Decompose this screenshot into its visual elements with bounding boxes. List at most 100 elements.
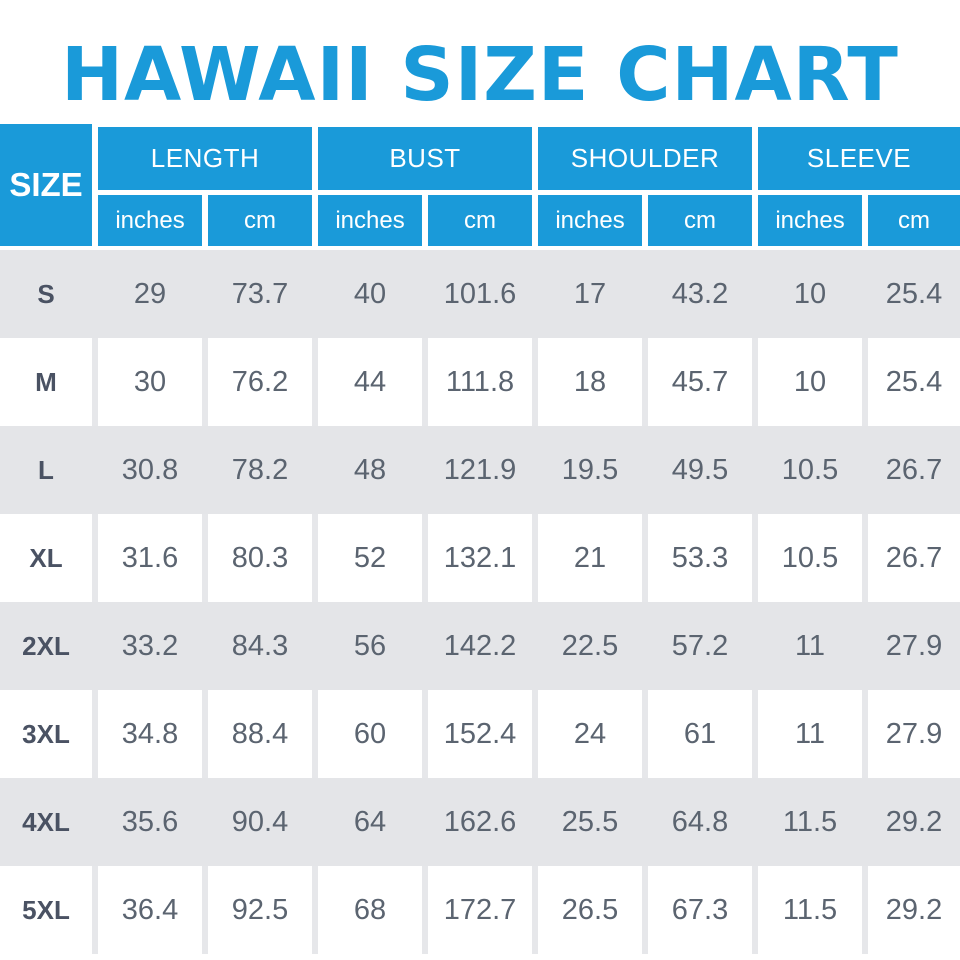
table-cell: 24 xyxy=(573,717,607,750)
column-separator xyxy=(202,690,208,778)
group-header-bust: BUST xyxy=(318,127,532,190)
table-cell: 64 xyxy=(353,805,387,838)
table-row xyxy=(0,866,960,954)
table-cell: 172.7 xyxy=(443,893,517,926)
table-cell: 29 xyxy=(133,277,167,310)
group-header-length: LENGTH xyxy=(98,127,312,190)
table-cell: 25.4 xyxy=(885,277,943,310)
table-row xyxy=(0,602,960,690)
column-separator xyxy=(532,514,538,602)
table-cell: 34.8 xyxy=(121,717,179,750)
column-separator xyxy=(862,866,868,954)
table-cell: 27.9 xyxy=(885,717,943,750)
table-row xyxy=(0,514,960,602)
column-separator xyxy=(422,514,428,602)
column-separator xyxy=(312,338,318,426)
column-separator xyxy=(202,338,208,426)
size-label-m: M xyxy=(35,366,57,397)
column-separator xyxy=(532,690,538,778)
table-cell: 35.6 xyxy=(121,805,179,838)
column-separator xyxy=(312,866,318,954)
table-cell: 56 xyxy=(353,629,387,662)
table-cell: 80.3 xyxy=(231,541,289,574)
column-separator xyxy=(202,866,208,954)
table-cell: 26.7 xyxy=(885,541,943,574)
group-header-shoulder: SHOULDER xyxy=(538,127,752,190)
table-cell: 49.5 xyxy=(671,453,729,486)
table-cell: 22.5 xyxy=(561,629,619,662)
table-cell: 90.4 xyxy=(231,805,289,838)
table-cell: 19.5 xyxy=(561,453,619,486)
column-separator xyxy=(312,690,318,778)
column-separator xyxy=(752,514,758,602)
table-cell: 57.2 xyxy=(671,629,729,662)
size-label-3xl: 3XL xyxy=(22,718,70,749)
size-label-s: S xyxy=(37,278,55,309)
column-separator xyxy=(92,866,98,954)
unit-header-length-cm: cm xyxy=(208,195,312,246)
table-cell: 111.8 xyxy=(445,365,515,398)
table-cell: 101.6 xyxy=(443,277,517,310)
column-separator xyxy=(642,690,648,778)
table-cell: 25.4 xyxy=(885,365,943,398)
page-title: HAWAII SIZE CHART xyxy=(61,32,899,118)
table-cell: 10.5 xyxy=(781,541,839,574)
table-cell: 40 xyxy=(353,277,387,310)
size-label-5xl: 5XL xyxy=(22,894,70,925)
table-cell: 121.9 xyxy=(443,453,517,486)
table-cell: 11 xyxy=(794,717,826,750)
size-label-xl: XL xyxy=(29,542,63,573)
table-cell: 11 xyxy=(794,629,826,662)
table-cell: 61 xyxy=(683,717,717,750)
unit-header-shoulder-cm: cm xyxy=(648,195,752,246)
table-cell: 88.4 xyxy=(231,717,289,750)
table-row xyxy=(0,250,960,338)
table-cell: 152.4 xyxy=(443,717,517,750)
column-separator xyxy=(92,338,98,426)
table-cell: 26.7 xyxy=(885,453,943,486)
table-cell: 10 xyxy=(793,365,827,398)
table-row xyxy=(0,778,960,866)
table-cell: 30 xyxy=(133,365,167,398)
table-cell: 68 xyxy=(353,893,387,926)
table-cell: 53.3 xyxy=(671,541,729,574)
table-cell: 132.1 xyxy=(443,541,517,574)
unit-header-length-inches: inches xyxy=(98,195,202,246)
column-separator xyxy=(202,514,208,602)
table-cell: 142.2 xyxy=(443,629,517,662)
column-separator xyxy=(422,338,428,426)
group-header-sleeve: SLEEVE xyxy=(758,127,960,190)
table-row xyxy=(0,690,960,778)
unit-header-sleeve-inches: inches xyxy=(758,195,862,246)
table-cell: 60 xyxy=(353,717,387,750)
table-cell: 64.8 xyxy=(671,805,729,838)
column-separator xyxy=(422,690,428,778)
table-cell: 67.3 xyxy=(671,893,729,926)
column-separator xyxy=(862,514,868,602)
table-cell: 92.5 xyxy=(231,893,289,926)
table-cell: 21 xyxy=(573,541,607,574)
table-cell: 48 xyxy=(353,453,387,486)
table-cell: 78.2 xyxy=(231,453,289,486)
column-separator xyxy=(642,338,648,426)
column-separator xyxy=(532,338,538,426)
table-cell: 27.9 xyxy=(885,629,943,662)
size-label-4xl: 4XL xyxy=(22,806,70,837)
size-label-2xl: 2XL xyxy=(22,630,70,661)
column-separator xyxy=(422,866,428,954)
column-separator xyxy=(92,514,98,602)
table-cell: 76.2 xyxy=(231,365,289,398)
column-separator xyxy=(862,338,868,426)
table-cell: 84.3 xyxy=(231,629,289,662)
unit-header-shoulder-inches: inches xyxy=(538,195,642,246)
table-cell: 25.5 xyxy=(561,805,619,838)
table-cell: 17 xyxy=(573,277,607,310)
table-cell: 26.5 xyxy=(561,893,619,926)
size-column-header: SIZE xyxy=(0,124,92,246)
table-cell: 43.2 xyxy=(671,277,729,310)
table-cell: 36.4 xyxy=(121,893,179,926)
table-row xyxy=(0,426,960,514)
unit-header-sleeve-cm: cm xyxy=(868,195,960,246)
table-cell: 30.8 xyxy=(121,453,179,486)
